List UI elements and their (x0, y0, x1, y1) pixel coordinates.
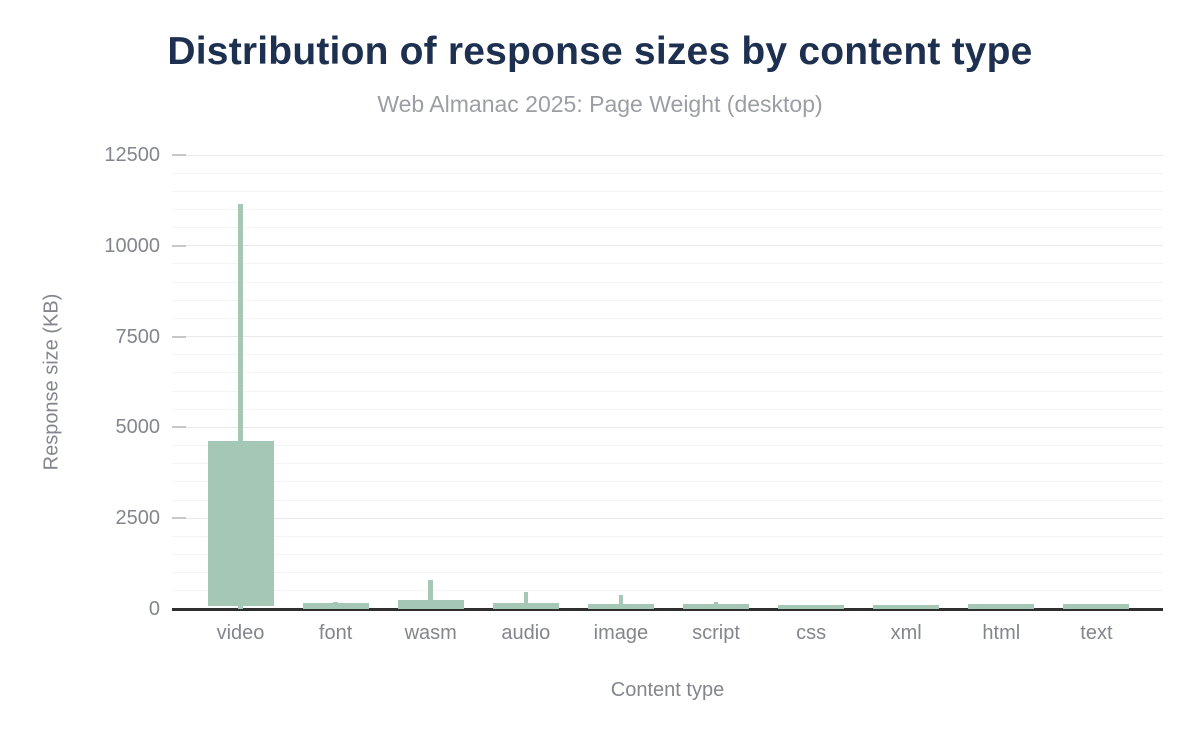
x-axis-label-script: script (692, 622, 740, 644)
x-axis-label-video: video (216, 622, 265, 644)
gridline-major (172, 426, 1163, 428)
y-tick-label: 5000 (115, 416, 161, 439)
gridline-major (172, 154, 1163, 156)
y-tick-label: 2500 (115, 507, 161, 530)
x-axis-label-html: html (982, 622, 1021, 644)
x-axis-label-audio: audio (501, 622, 551, 644)
box-script (683, 604, 749, 609)
box-audio (492, 603, 559, 609)
gridline-minor (172, 535, 1163, 537)
gridline-minor (172, 299, 1163, 301)
whisker-wasm (428, 579, 433, 609)
y-tick-label: 0 (148, 598, 160, 620)
gridline-minor (172, 281, 1163, 283)
x-axis-label-font: font (318, 622, 353, 644)
gridline-minor (172, 481, 1163, 483)
x-axis-label-css: css (796, 622, 827, 644)
box-css (778, 605, 845, 609)
gridline-minor (172, 208, 1163, 210)
gridline-minor (172, 499, 1163, 501)
y-tick (172, 335, 186, 338)
gridline-minor (172, 227, 1163, 229)
y-tick (172, 426, 186, 429)
y-tick-label: 10000 (104, 234, 160, 257)
box-font (302, 603, 369, 609)
box-video (207, 441, 274, 606)
gridline-minor (172, 463, 1163, 465)
x-axis-label-text: text (1080, 622, 1113, 644)
gridline-minor (172, 572, 1163, 574)
gridline-minor (172, 354, 1163, 356)
box-text (1063, 604, 1130, 609)
x-axis-label-wasm: wasm (404, 622, 457, 644)
x-axis-label-xml: xml (890, 622, 922, 644)
gridline-minor (172, 408, 1163, 410)
chart-title: Distribution of response sizes by conten… (167, 30, 1033, 73)
y-tick (172, 154, 186, 156)
y-tick (172, 517, 186, 520)
y-tick-label: 7500 (115, 325, 161, 348)
box-xml (873, 605, 940, 609)
y-axis-title: Response size (KB) (40, 293, 63, 471)
gridline-minor (172, 172, 1163, 174)
y-tick-label: 12500 (104, 144, 160, 166)
x-axis-label-image: image (593, 622, 649, 644)
gridline-major (172, 517, 1163, 519)
whisker-audio (523, 592, 529, 609)
y-tick (172, 244, 186, 247)
gridline-major (172, 245, 1163, 247)
gridline-minor (172, 554, 1163, 556)
whisker-video (238, 204, 243, 609)
gridline-minor (172, 190, 1163, 192)
box-html (968, 604, 1035, 609)
gridline-minor (172, 445, 1163, 447)
x-axis-title: Content type (610, 679, 725, 701)
gridline-major (172, 336, 1163, 338)
gridline-minor (172, 372, 1163, 374)
whisker-image (618, 594, 624, 609)
box-wasm (397, 599, 464, 609)
gridline-minor (172, 590, 1163, 592)
x-axis-line (172, 607, 1163, 611)
box-image (587, 603, 654, 609)
gridline-minor (172, 390, 1163, 392)
gridline-minor (172, 263, 1163, 265)
gridline-minor (172, 317, 1163, 319)
chart-subtitle: Web Almanac 2025: Page Weight (desktop) (377, 91, 823, 117)
